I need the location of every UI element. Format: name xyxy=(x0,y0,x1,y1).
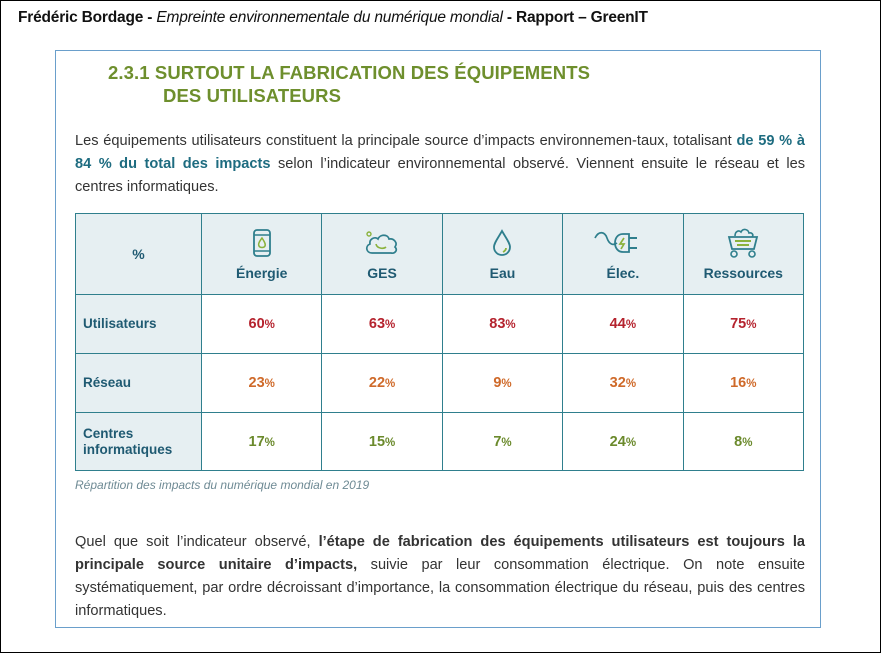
conclusion-text: suivie par leur consommation électrique.… xyxy=(75,557,805,619)
row-header: Réseau xyxy=(75,353,202,413)
document-header: Frédéric Bordage - Empreinte environneme… xyxy=(18,9,648,27)
cell-unit: % xyxy=(505,319,516,331)
column-header-elec: Élec. xyxy=(562,213,684,295)
cell-value: 75 xyxy=(730,316,747,332)
cell-value: 8 xyxy=(734,433,743,450)
conclusion-paragraph: Quel que soit l’indicateur observé, l’ét… xyxy=(75,531,805,623)
report-page-excerpt: 2.3.1 SURTOUT LA FABRICATION DES ÉQUIPEM… xyxy=(55,50,821,628)
column-label: Élec. xyxy=(606,265,640,281)
table-cell: 32% xyxy=(562,353,684,413)
cell-unit: % xyxy=(625,319,637,331)
column-header-ressources: Ressources xyxy=(682,213,805,295)
table-cell: 8% xyxy=(682,412,805,471)
table-row-centres-informatiques: Centres informatiques 17% 15% 7% 24% 8% xyxy=(75,412,805,471)
section-title: 2.3.1 SURTOUT LA FABRICATION DES ÉQUIPEM… xyxy=(108,61,590,107)
table-cell: 9% xyxy=(441,353,564,413)
cell-unit: % xyxy=(385,436,396,449)
section-title-line-1: 2.3.1 SURTOUT LA FABRICATION DES ÉQUIPEM… xyxy=(108,62,591,83)
cell-value: 17 xyxy=(248,433,265,450)
column-label: Énergie xyxy=(236,265,288,281)
row-header: Utilisateurs xyxy=(75,294,202,354)
mine-cart-icon xyxy=(725,227,761,259)
table-header-row: % Énergie xyxy=(75,213,805,295)
cell-unit: % xyxy=(385,319,396,331)
cell-unit: % xyxy=(385,378,396,390)
column-header-ges: GES xyxy=(321,213,443,295)
table-cell: 22% xyxy=(321,353,443,413)
column-header-energie: Énergie xyxy=(200,213,323,295)
cell-unit: % xyxy=(746,378,757,390)
cell-value: 16 xyxy=(730,375,747,391)
cell-unit: % xyxy=(264,436,275,449)
cell-unit: % xyxy=(264,378,275,390)
header-separator: - xyxy=(502,9,516,26)
cell-value: 60 xyxy=(248,316,265,332)
table-cell: 24% xyxy=(562,412,684,471)
table-cell: 16% xyxy=(682,353,805,413)
cell-unit: % xyxy=(625,436,637,449)
intro-highlight: de 59 % à 84 % du total des impacts xyxy=(75,133,805,172)
water-drop-icon xyxy=(491,227,513,259)
header-separator: - xyxy=(143,9,157,26)
cell-value: 44 xyxy=(609,316,626,332)
cell-unit: % xyxy=(625,378,637,390)
conclusion-text: Quel que soit l’indicateur observé, xyxy=(75,534,319,550)
column-label: Eau xyxy=(489,265,516,281)
cell-value: 63 xyxy=(368,316,386,332)
table-row-utilisateurs: Utilisateurs 60% 63% 83% 44% 75% xyxy=(75,294,805,354)
header-author: Frédéric Bordage xyxy=(18,9,144,26)
cell-value: 24 xyxy=(609,433,626,450)
cell-unit: % xyxy=(742,436,753,449)
cell-unit: % xyxy=(501,436,512,449)
cell-value: 32 xyxy=(609,375,626,391)
column-label: GES xyxy=(367,265,397,281)
conclusion-highlight: l’étape de fabrication des équipements u… xyxy=(75,534,805,573)
column-label: Ressources xyxy=(703,265,783,281)
table-cell: 75% xyxy=(682,294,805,354)
row-header: Centres informatiques xyxy=(75,412,202,471)
section-title-line-2: DES UTILISATEURS xyxy=(163,85,342,106)
table-cell: 15% xyxy=(321,412,443,471)
intro-paragraph: Les équipements utilisateurs constituent… xyxy=(75,130,805,199)
cell-value: 9 xyxy=(493,375,502,391)
table-cell: 60% xyxy=(200,294,323,354)
fuel-barrel-icon xyxy=(250,227,274,259)
cloud-icon xyxy=(362,227,402,259)
intro-text: selon l’indicateur environnemental obser… xyxy=(75,156,805,195)
header-report-title: Empreinte environnementale du numérique … xyxy=(156,9,503,26)
table-cell: 44% xyxy=(562,294,684,354)
header-suffix: Rapport – GreenIT xyxy=(515,9,648,26)
cell-value: 22 xyxy=(368,375,386,391)
corner-header: % xyxy=(75,213,202,295)
table-caption: Répartition des impacts du numérique mon… xyxy=(75,478,370,492)
table-cell: 63% xyxy=(321,294,443,354)
table-cell: 7% xyxy=(441,412,564,471)
cell-unit: % xyxy=(501,378,512,390)
cell-unit: % xyxy=(264,319,275,331)
table-cell: 83% xyxy=(441,294,564,354)
cell-value: 15 xyxy=(368,433,386,450)
table-cell: 23% xyxy=(200,353,323,413)
intro-text: Les équipements utilisateurs constituent… xyxy=(75,133,737,149)
cell-unit: % xyxy=(746,319,757,331)
cell-value: 7 xyxy=(493,433,502,450)
electric-plug-icon xyxy=(593,227,653,259)
table-row-reseau: Réseau 23% 22% 9% 32% 16% xyxy=(75,353,805,413)
impacts-table: % Énergie xyxy=(75,213,805,471)
cell-value: 23 xyxy=(248,375,265,391)
column-header-eau: Eau xyxy=(441,213,564,295)
table-cell: 17% xyxy=(200,412,323,471)
cell-value: 83 xyxy=(489,316,506,332)
